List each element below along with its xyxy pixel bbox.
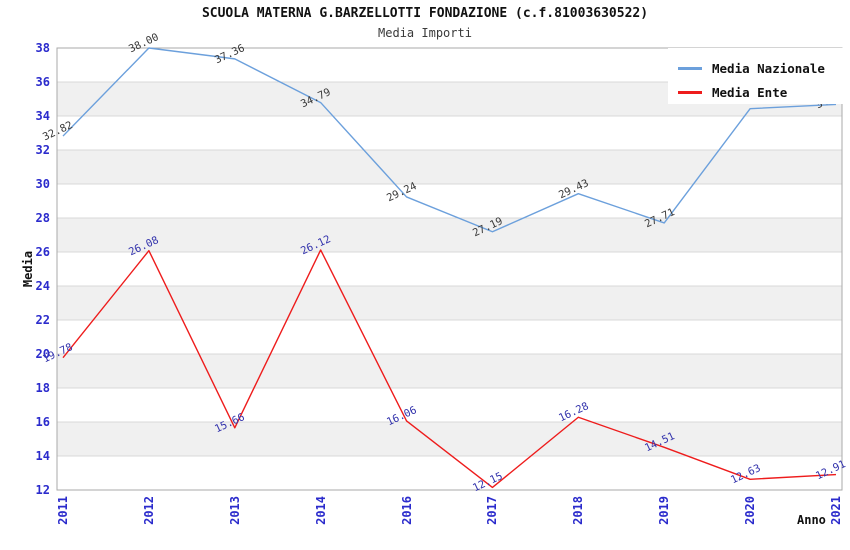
plot-band	[57, 218, 842, 252]
chart-title: SCUOLA MATERNA G.BARZELLOTTI FONDAZIONE …	[201, 6, 649, 21]
legend-item-media-ente: Media Ente	[678, 82, 787, 102]
legend: Media Nazionale Media Ente	[668, 48, 846, 104]
y-axis-title: Media	[21, 250, 35, 288]
plot-band	[57, 286, 842, 320]
x-axis-title: Anno	[797, 513, 826, 527]
legend-item-media-nazionale: Media Nazionale	[678, 58, 825, 78]
y-tick-label: 30	[35, 177, 50, 191]
x-tick-label: 2014	[313, 496, 328, 525]
y-tick-label: 34	[35, 109, 50, 123]
legend-label-media-ente: Media Ente	[712, 84, 788, 100]
y-tick-label: 38	[35, 41, 50, 55]
x-tick-label: 2012	[141, 496, 156, 525]
x-tick-label: 2019	[657, 496, 672, 525]
y-tick-label: 12	[35, 483, 50, 497]
legend-swatch-media-ente	[678, 90, 702, 94]
series-line-media-ente	[62, 249, 837, 489]
plot-band	[57, 422, 842, 456]
x-tick-label: 2021	[829, 496, 843, 525]
legend-swatch-media-nazionale	[678, 66, 702, 70]
plot-band	[57, 150, 842, 184]
y-tick-label: 16	[35, 415, 50, 429]
x-tick-label: 2016	[399, 496, 414, 525]
x-tick-label: 2018	[571, 496, 586, 525]
x-tick-label: 2013	[227, 496, 242, 525]
y-tick-label: 36	[35, 75, 50, 89]
x-tick-label: 2017	[485, 496, 500, 525]
plot-border	[56, 47, 843, 491]
y-tick-label: 14	[35, 449, 50, 463]
legend-label-media-nazionale: Media Nazionale	[712, 60, 825, 76]
series-line-media-nazionale	[62, 47, 837, 233]
y-tick-label: 18	[35, 381, 50, 395]
y-tick-label: 26	[35, 245, 50, 259]
y-tick-label: 20	[35, 347, 50, 361]
y-tick-label: 22	[35, 313, 50, 327]
y-tick-label: 24	[35, 279, 50, 293]
y-tick-label: 28	[35, 211, 50, 225]
plot-band	[57, 354, 842, 388]
x-tick-label: 2020	[743, 496, 758, 525]
y-tick-label: 32	[35, 143, 50, 157]
x-tick-label: 2011	[56, 496, 70, 525]
chart-subtitle: Media Importi	[378, 26, 472, 40]
